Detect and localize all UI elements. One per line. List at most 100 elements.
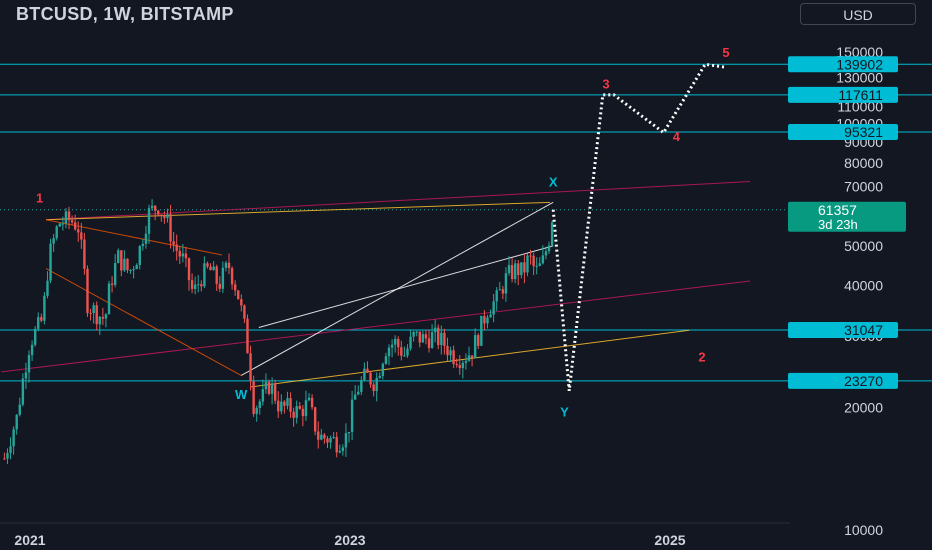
current-price-badge bbox=[788, 201, 906, 232]
candle-body bbox=[369, 372, 372, 385]
candle-body bbox=[529, 255, 532, 257]
candle-body bbox=[15, 414, 18, 430]
candle-body bbox=[510, 265, 514, 280]
candle-body bbox=[27, 355, 31, 373]
candle-body bbox=[504, 273, 508, 294]
candle-body bbox=[332, 437, 335, 439]
wave-label: W bbox=[235, 387, 248, 402]
candle-body bbox=[157, 210, 160, 215]
candle-body bbox=[55, 226, 58, 239]
candle-body bbox=[501, 289, 505, 294]
candle-body bbox=[212, 266, 215, 271]
candle-body bbox=[77, 229, 80, 233]
y-tick-label: 150000 bbox=[836, 44, 883, 60]
candle-body bbox=[144, 233, 148, 244]
candle-body bbox=[21, 378, 25, 405]
candlesticks bbox=[3, 199, 554, 465]
candle-body bbox=[83, 239, 86, 269]
candle-body bbox=[467, 355, 471, 361]
candle-body bbox=[70, 220, 74, 223]
candle-body bbox=[280, 401, 283, 412]
candle-body bbox=[267, 381, 271, 394]
candle-body bbox=[273, 383, 277, 401]
candle-body bbox=[347, 431, 351, 434]
candle-body bbox=[107, 283, 111, 315]
y-tick-label: 70000 bbox=[844, 179, 883, 195]
time-axis[interactable]: 2021 2023 2025 bbox=[0, 522, 790, 548]
candle-body bbox=[492, 301, 495, 315]
candle-body bbox=[160, 214, 163, 216]
candle-body bbox=[190, 280, 194, 289]
candle-body bbox=[329, 437, 332, 443]
level-badge bbox=[788, 372, 898, 389]
candle-body bbox=[326, 438, 329, 443]
candle-body bbox=[393, 338, 397, 345]
candle-body bbox=[507, 265, 511, 274]
currency-button[interactable]: USD bbox=[800, 3, 916, 25]
candle-body bbox=[520, 262, 523, 276]
price-axis[interactable]: 1000020000300004000050000600007000080000… bbox=[836, 44, 883, 538]
level-badge-label: 31047 bbox=[844, 322, 883, 338]
candle-body bbox=[473, 335, 477, 359]
candle-body bbox=[443, 332, 446, 346]
trendline bbox=[45, 268, 242, 376]
level-badge-label: 117611 bbox=[838, 87, 883, 103]
candle-body bbox=[113, 263, 117, 285]
candle-body bbox=[249, 353, 252, 382]
y-tick-label: 50000 bbox=[844, 238, 883, 254]
candle-body bbox=[150, 205, 154, 209]
candle-body bbox=[440, 332, 443, 346]
candle-body bbox=[43, 295, 46, 321]
candle-body bbox=[458, 365, 461, 369]
candle-body bbox=[49, 243, 52, 281]
current-price-label: 61357 bbox=[818, 202, 857, 218]
candle-body bbox=[437, 327, 440, 346]
wave-label: 1 bbox=[36, 190, 43, 205]
wave-label: 5 bbox=[722, 45, 729, 60]
candle-body bbox=[147, 208, 151, 234]
candle-body bbox=[230, 268, 234, 285]
candle-body bbox=[550, 222, 554, 246]
candle-body bbox=[120, 250, 123, 271]
trendline bbox=[45, 181, 751, 221]
trendlines bbox=[1, 181, 751, 388]
candle-body bbox=[286, 398, 289, 406]
candle-body bbox=[246, 318, 249, 354]
y-tick-label: 80000 bbox=[844, 155, 883, 171]
candle-body bbox=[123, 258, 126, 271]
level-badge bbox=[788, 124, 898, 141]
candle-body bbox=[372, 384, 375, 392]
candle-body bbox=[218, 283, 221, 289]
candle-body bbox=[138, 246, 141, 266]
candle-body bbox=[427, 338, 431, 348]
candle-body bbox=[535, 265, 538, 267]
candle-body bbox=[464, 360, 468, 363]
candle-body bbox=[6, 452, 9, 459]
candle-body bbox=[209, 266, 212, 271]
candle-body bbox=[135, 265, 138, 270]
candle-body bbox=[313, 407, 317, 432]
candle-body bbox=[264, 381, 268, 390]
candle-body bbox=[403, 355, 406, 357]
candle-body bbox=[366, 368, 369, 373]
candle-body bbox=[421, 334, 425, 343]
candle-body bbox=[46, 280, 49, 296]
candle-body bbox=[310, 397, 314, 408]
candle-body bbox=[495, 290, 498, 302]
x-tick-label: 2025 bbox=[654, 532, 685, 548]
candle-body bbox=[117, 250, 120, 264]
candle-body bbox=[24, 372, 28, 379]
candle-body bbox=[132, 269, 135, 271]
candle-body bbox=[206, 263, 209, 267]
candle-body bbox=[178, 250, 181, 257]
candle-body bbox=[406, 348, 409, 356]
candle-body bbox=[483, 315, 486, 324]
projection-path bbox=[551, 62, 727, 391]
candle-body bbox=[33, 328, 37, 345]
candle-body bbox=[126, 258, 129, 271]
candle-body bbox=[378, 375, 381, 378]
candle-body bbox=[9, 446, 12, 453]
candle-body bbox=[12, 429, 15, 447]
candle-body bbox=[277, 400, 280, 412]
